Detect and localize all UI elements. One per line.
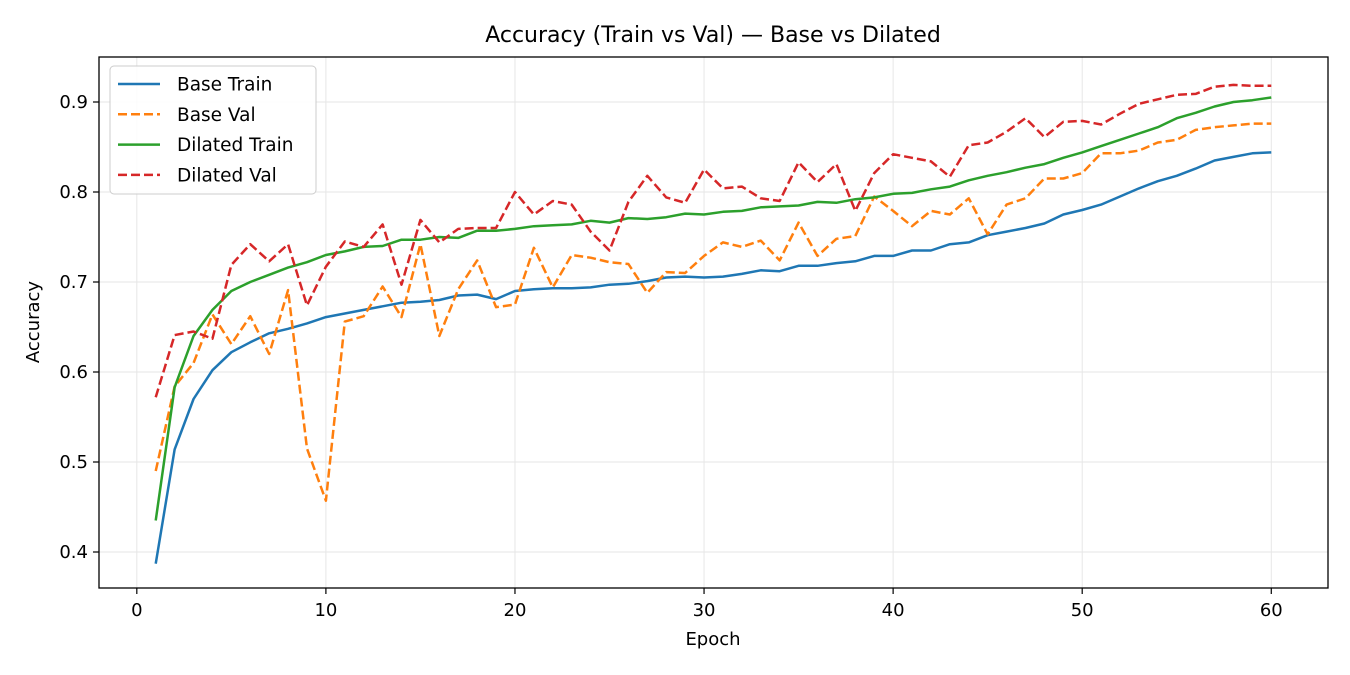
series-line-base-train [154, 151, 1272, 564]
x-axis-label: Epoch [685, 629, 740, 650]
y-axis-label: Accuracy [23, 281, 44, 364]
chart-title: Accuracy (Train vs Val) — Base vs Dilate… [485, 23, 941, 48]
x-tick-label: 20 [504, 600, 527, 621]
legend-frame [109, 65, 317, 195]
x-axis-ticks: 0 10 20 30 40 50 60 [131, 588, 1283, 621]
x-tick-label: 50 [1071, 600, 1094, 621]
y-tick-label: 0.5 [59, 452, 88, 473]
legend-entry-label: Dilated Val [177, 165, 277, 186]
y-tick-label: 0.9 [59, 92, 88, 113]
legend-entry-label: Dilated Train [177, 135, 294, 156]
plot-frame [98, 56, 1329, 589]
y-tick-label: 0.7 [59, 272, 88, 293]
legend: Base Train Base Val Dilated Train Dilated V… [109, 65, 317, 195]
y-tick-label: 0.8 [59, 182, 88, 203]
y-tick-label: 0.4 [59, 542, 88, 563]
legend-entry-label: Base Train [177, 75, 272, 96]
legend-entry-label: Base Val [177, 105, 256, 126]
x-tick-label: 30 [693, 600, 716, 621]
x-tick-label: 0 [131, 600, 142, 621]
grid-lines [99, 57, 1328, 588]
series-line-base-val [154, 122, 1272, 502]
y-tick-label: 0.6 [59, 362, 88, 383]
x-tick-label: 10 [314, 600, 337, 621]
x-tick-label: 40 [882, 600, 905, 621]
y-axis-ticks: 0.4 0.5 0.6 0.7 0.8 0.9 [59, 92, 99, 563]
series-line-dilated-train [154, 96, 1272, 521]
x-tick-label: 60 [1260, 600, 1283, 621]
series-lines [154, 83, 1272, 564]
series-line-dilated-val [154, 83, 1272, 398]
